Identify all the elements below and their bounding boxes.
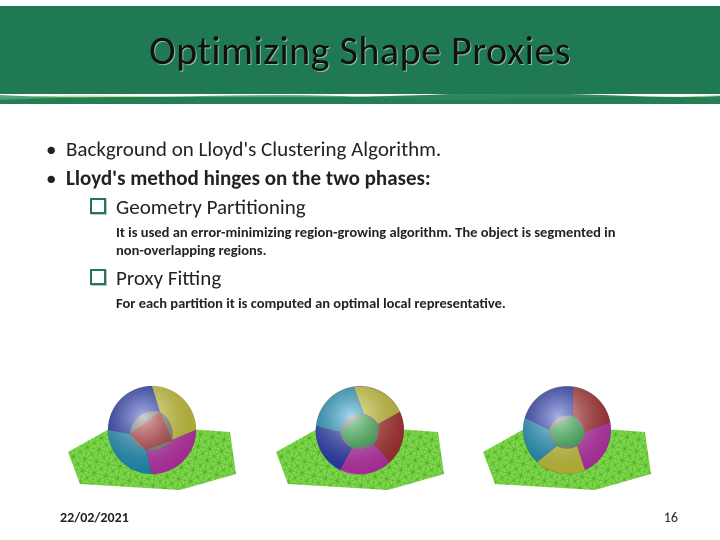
footer-page-number: 16 [664, 509, 678, 526]
header: Optimizing Shape Proxies [0, 0, 720, 108]
square-marker-icon [90, 269, 106, 285]
bullet-text: Lloyd's method hinges on the two phases: [66, 165, 431, 191]
bullet-item: Lloyd's method hinges on the two phases: [44, 165, 676, 192]
sub-list: Geometry Partitioning [44, 194, 676, 221]
slide-title: Optimizing Shape Proxies [149, 26, 571, 75]
sub-item-label: Geometry Partitioning [116, 194, 306, 220]
sub-item-proxy: Proxy Fitting [90, 265, 676, 292]
sphere-figure-3 [475, 374, 660, 492]
sub-item-geometry: Geometry Partitioning [90, 194, 676, 221]
sub-item-label: Proxy Fitting [116, 265, 221, 291]
bullet-list: Background on Lloyd's Clustering Algorit… [44, 136, 676, 192]
content-area: Background on Lloyd's Clustering Algorit… [0, 108, 720, 312]
bullet-item: Background on Lloyd's Clustering Algorit… [44, 136, 676, 163]
sub-list: Proxy Fitting [44, 265, 676, 292]
header-wave [0, 90, 720, 104]
sub-item-desc: For each partition it is computed an opt… [44, 294, 624, 312]
title-band: Optimizing Shape Proxies [0, 6, 720, 94]
sphere-figure-2 [268, 374, 453, 492]
footer-date: 22/02/2021 [60, 509, 129, 526]
sub-item-desc: It is used an error-minimizing region-gr… [44, 223, 624, 259]
square-marker-icon [90, 198, 106, 214]
sphere-figure-1 [60, 374, 245, 492]
bullet-text: Background on Lloyd's Clustering Algorit… [66, 136, 441, 162]
figure-row [60, 374, 660, 492]
